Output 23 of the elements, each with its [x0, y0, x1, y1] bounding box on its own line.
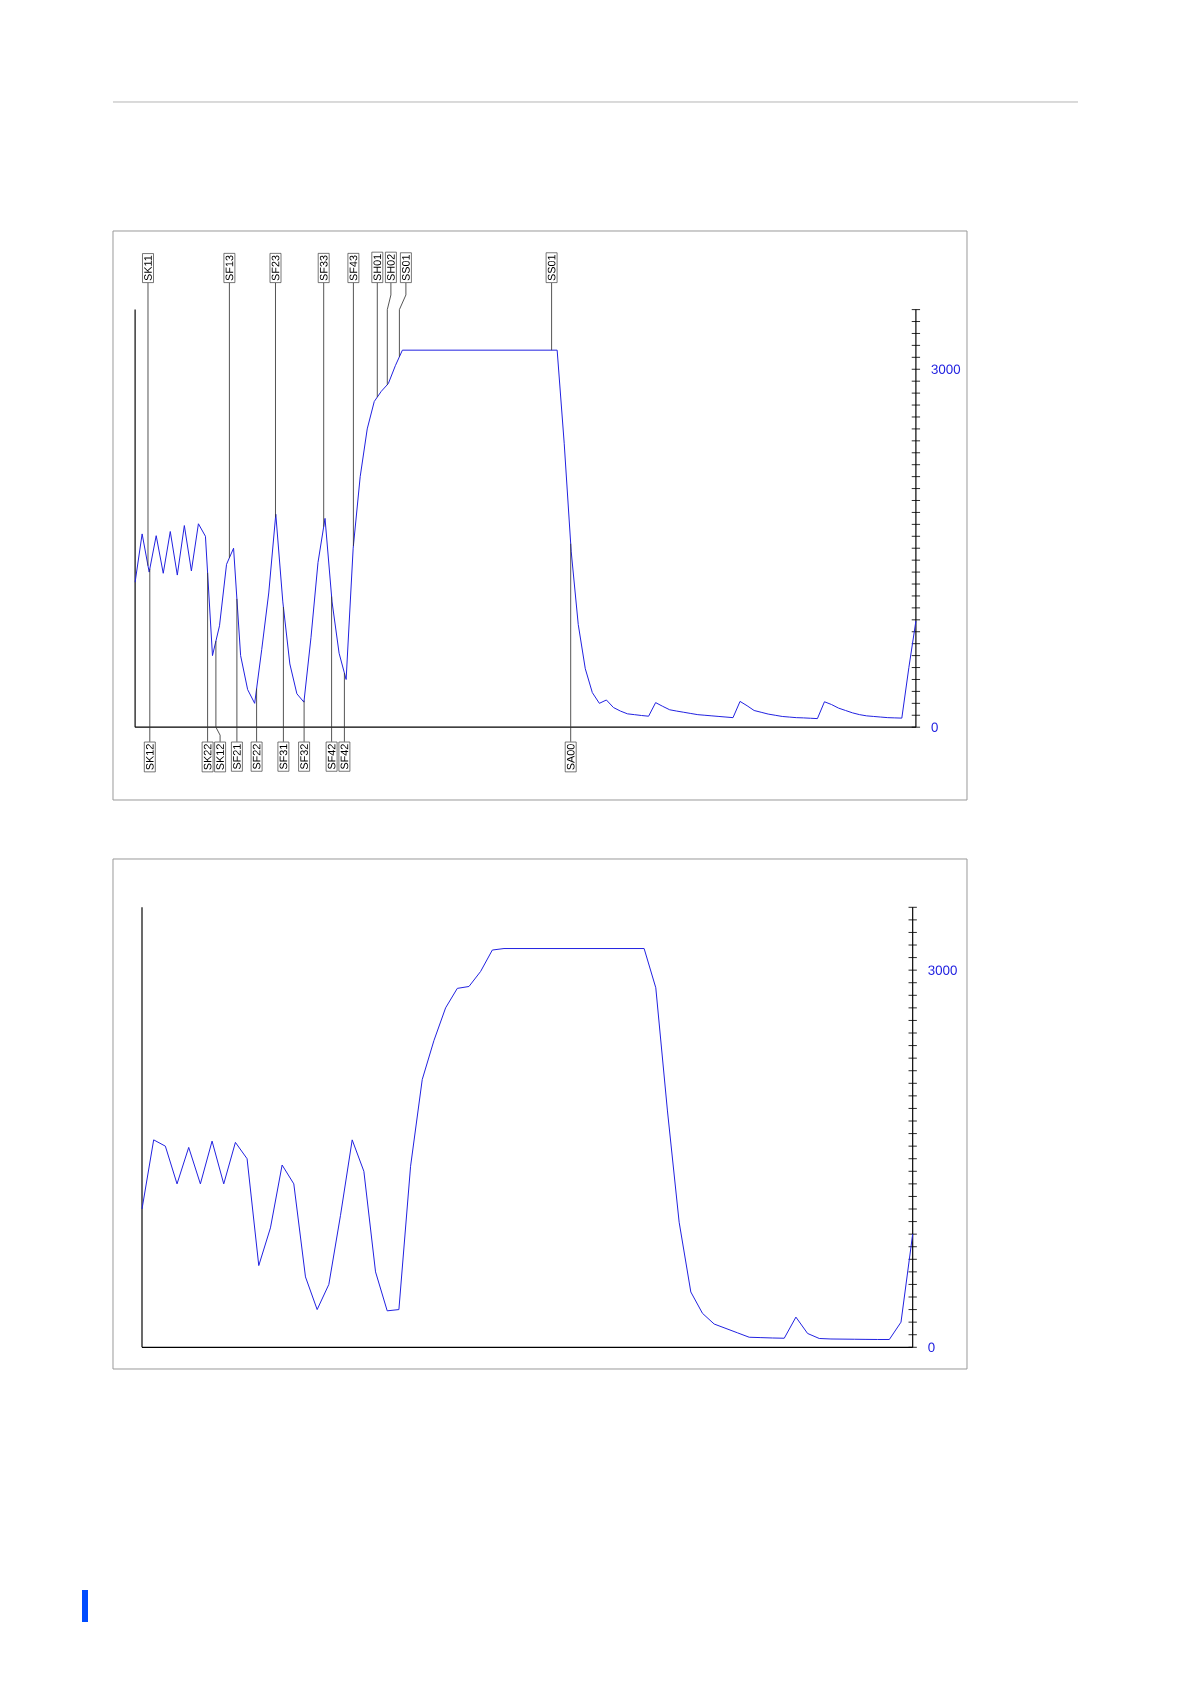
- y-tick-label: 3000: [928, 965, 957, 975]
- text: SS01: [402, 254, 410, 281]
- text: SF21: [233, 744, 241, 770]
- y-tick-label: 3000: [931, 364, 961, 374]
- y-tick-label: 0: [931, 722, 938, 732]
- text: SF32: [300, 744, 308, 770]
- y-tick-label: 0: [928, 1342, 935, 1353]
- text: SK11: [144, 255, 152, 281]
- text: SK22: [203, 744, 212, 770]
- text: SF33: [319, 255, 328, 281]
- text: SF13: [225, 255, 234, 281]
- text: SF22: [252, 744, 261, 770]
- text: SF31: [279, 744, 288, 770]
- text: SK12: [216, 744, 224, 770]
- text: SS01: [547, 254, 556, 281]
- text: SK12: [145, 744, 154, 770]
- text: SF43: [349, 255, 358, 281]
- text: SA00: [566, 744, 575, 770]
- text: SH02: [387, 254, 395, 281]
- text: SH01: [373, 254, 382, 281]
- text: SF23: [271, 255, 280, 281]
- text: SF42: [340, 744, 349, 770]
- text: SF42: [327, 744, 336, 770]
